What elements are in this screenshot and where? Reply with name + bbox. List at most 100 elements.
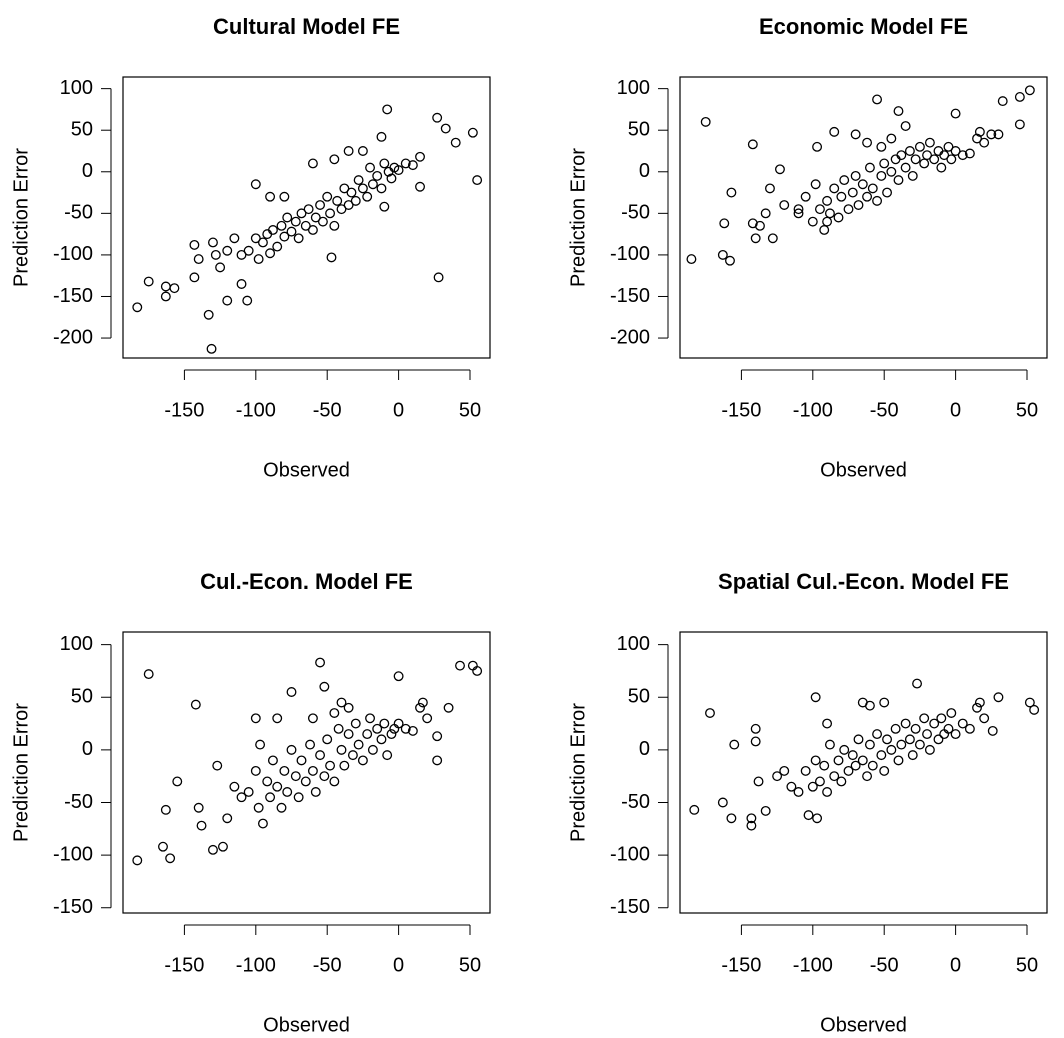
point <box>332 195 343 206</box>
point <box>933 146 944 156</box>
point <box>339 183 350 194</box>
point <box>215 262 226 273</box>
point <box>208 237 218 248</box>
point <box>415 181 425 192</box>
point <box>196 820 207 831</box>
point <box>950 108 961 119</box>
point <box>760 208 771 219</box>
point <box>857 755 868 766</box>
point <box>376 183 387 194</box>
point <box>814 776 825 787</box>
point <box>353 175 364 186</box>
point <box>843 765 854 776</box>
point <box>765 183 775 194</box>
point <box>929 718 940 729</box>
x-tick-label: 50 <box>459 399 481 421</box>
x-tick-label: -50 <box>313 399 342 421</box>
point <box>339 760 350 771</box>
point <box>993 129 1004 140</box>
chart-title: Cul.-Econ. Model FE <box>200 569 413 594</box>
point <box>379 158 390 169</box>
point <box>310 212 321 223</box>
y-tick-label: -100 <box>610 843 650 865</box>
point <box>900 718 911 729</box>
point <box>829 771 840 782</box>
point <box>974 126 985 137</box>
point <box>467 127 478 138</box>
point <box>272 241 283 252</box>
point <box>964 148 975 159</box>
point <box>272 713 283 724</box>
point <box>455 660 465 671</box>
point <box>747 218 758 229</box>
point <box>336 744 347 755</box>
point <box>165 853 176 864</box>
point <box>957 150 968 161</box>
point <box>229 233 240 244</box>
point <box>362 191 373 202</box>
point <box>700 116 711 127</box>
point <box>193 254 204 265</box>
point <box>950 146 961 156</box>
x-tick-label: -100 <box>793 399 833 421</box>
point <box>329 220 340 231</box>
point <box>189 239 200 250</box>
point <box>407 725 418 736</box>
y-tick-label: -100 <box>610 243 650 265</box>
y-tick-label: -50 <box>621 202 650 224</box>
point <box>450 137 461 148</box>
y-axis-label: Prediction Error <box>10 703 32 842</box>
point <box>719 218 730 229</box>
point <box>753 776 764 787</box>
point <box>822 718 833 729</box>
point <box>367 744 378 755</box>
point <box>750 736 761 747</box>
point <box>800 191 811 202</box>
point <box>333 723 344 734</box>
point <box>914 739 925 750</box>
point <box>872 195 883 206</box>
point <box>919 713 930 724</box>
point <box>250 233 261 244</box>
point <box>857 179 868 190</box>
point <box>829 183 840 194</box>
point <box>886 744 897 755</box>
point <box>890 154 901 165</box>
point <box>760 805 771 816</box>
point <box>310 787 321 797</box>
point <box>208 844 218 855</box>
point <box>350 195 361 206</box>
point <box>286 226 297 237</box>
point <box>432 112 443 123</box>
point <box>819 760 830 771</box>
x-tick-label: -50 <box>870 399 899 421</box>
y-tick-label: 0 <box>82 738 93 760</box>
point <box>307 713 318 724</box>
point <box>829 126 840 137</box>
point <box>993 692 1004 703</box>
point <box>847 750 858 761</box>
point <box>879 765 890 776</box>
point <box>725 255 735 266</box>
point <box>924 744 935 755</box>
point <box>279 191 290 202</box>
x-tick-label: 0 <box>950 399 961 421</box>
point <box>890 723 901 734</box>
point <box>814 204 825 215</box>
point <box>867 183 878 194</box>
x-axis-label: Observed <box>263 459 350 481</box>
point <box>242 295 253 306</box>
point <box>393 165 404 176</box>
point <box>243 245 254 256</box>
point <box>907 170 918 181</box>
point <box>810 755 821 766</box>
point <box>357 755 368 766</box>
point <box>236 279 247 289</box>
x-tick-label: 50 <box>1016 399 1038 421</box>
y-tick-label: -100 <box>53 243 93 265</box>
point <box>822 195 833 206</box>
point <box>440 123 451 134</box>
point <box>750 723 761 734</box>
point <box>986 129 997 140</box>
